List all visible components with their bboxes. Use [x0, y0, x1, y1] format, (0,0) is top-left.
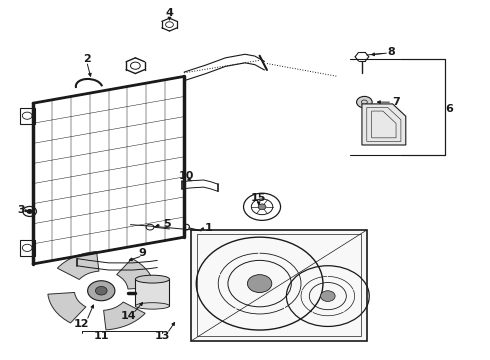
Text: 4: 4: [166, 8, 173, 18]
Text: 7: 7: [392, 97, 400, 107]
Circle shape: [258, 204, 266, 210]
Text: 3: 3: [17, 205, 24, 215]
Polygon shape: [192, 230, 367, 341]
Text: 13: 13: [154, 332, 170, 342]
Text: 12: 12: [74, 319, 90, 329]
Wedge shape: [103, 302, 145, 330]
Circle shape: [88, 281, 115, 301]
Text: 15: 15: [251, 193, 267, 203]
Text: 10: 10: [179, 171, 194, 181]
Text: 14: 14: [120, 311, 136, 321]
Ellipse shape: [135, 275, 170, 283]
Text: 5: 5: [163, 219, 171, 229]
Text: 8: 8: [387, 47, 395, 57]
Circle shape: [357, 96, 372, 108]
Text: 6: 6: [446, 104, 454, 113]
Text: 9: 9: [139, 248, 147, 258]
Text: 1: 1: [205, 223, 212, 233]
Polygon shape: [362, 104, 406, 145]
Wedge shape: [48, 292, 86, 323]
Circle shape: [247, 275, 272, 293]
Text: 2: 2: [83, 54, 91, 64]
Circle shape: [96, 287, 107, 295]
Wedge shape: [117, 258, 155, 289]
Polygon shape: [135, 279, 170, 306]
Circle shape: [320, 291, 335, 301]
Circle shape: [27, 210, 32, 213]
Ellipse shape: [135, 303, 170, 309]
Text: 11: 11: [94, 332, 109, 342]
Wedge shape: [57, 252, 99, 279]
